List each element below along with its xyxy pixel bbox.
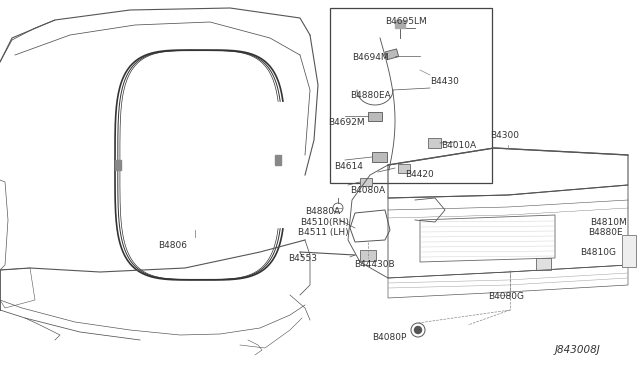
Text: B4553: B4553	[288, 254, 317, 263]
Text: B4810G: B4810G	[580, 248, 616, 257]
Bar	[428, 138, 441, 148]
Bar	[398, 164, 410, 173]
Text: B4010A: B4010A	[441, 141, 476, 150]
Text: B4430: B4430	[430, 77, 459, 86]
Text: B4692M: B4692M	[328, 118, 365, 127]
Text: B4511 (LH): B4511 (LH)	[298, 228, 349, 237]
Text: B4880A: B4880A	[305, 207, 340, 216]
Bar	[360, 250, 376, 261]
Text: B4695LM: B4695LM	[385, 17, 427, 26]
Bar	[372, 152, 387, 162]
Text: B4810M: B4810M	[590, 218, 627, 227]
Bar	[360, 178, 372, 186]
Bar	[368, 112, 382, 121]
Text: B4806: B4806	[158, 241, 187, 250]
Text: B4300: B4300	[490, 131, 519, 140]
Text: B4880E: B4880E	[588, 228, 623, 237]
Text: B4880EA: B4880EA	[350, 91, 391, 100]
Circle shape	[415, 327, 422, 334]
Bar	[385, 49, 399, 60]
Text: B44430B: B44430B	[354, 260, 395, 269]
Bar	[275, 155, 281, 165]
Text: B4420: B4420	[405, 170, 434, 179]
Text: B4080P: B4080P	[372, 333, 406, 342]
Bar	[115, 160, 121, 170]
Bar	[330, 8, 492, 183]
Text: B4080A: B4080A	[350, 186, 385, 195]
Bar	[622, 235, 636, 267]
Text: B4510(RH): B4510(RH)	[300, 218, 349, 227]
Text: J843008J: J843008J	[554, 345, 600, 355]
Bar	[395, 20, 405, 28]
Text: B4694M: B4694M	[352, 53, 388, 62]
Text: B4614: B4614	[334, 162, 363, 171]
Bar	[536, 258, 551, 270]
Text: B4080G: B4080G	[488, 292, 524, 301]
